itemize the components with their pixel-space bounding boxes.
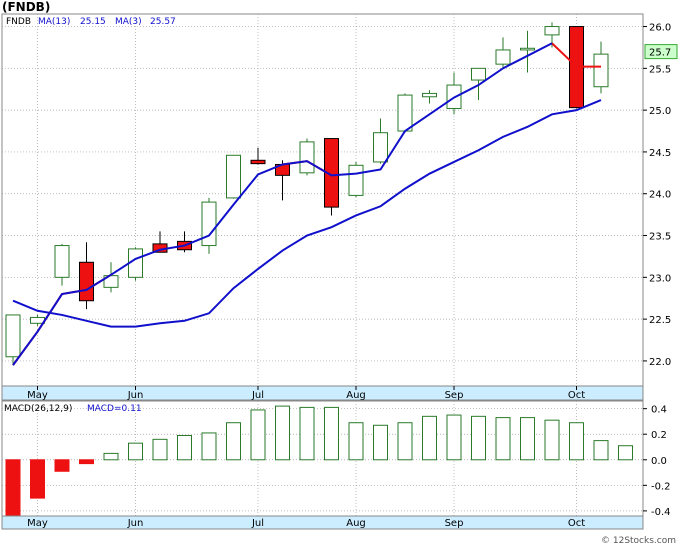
macd-bar [471,415,486,461]
price-plot-area [1,13,644,387]
candle-body [422,92,437,98]
price-legend-item: 25.15 [80,17,106,27]
macd-month-label: Jun [127,518,144,529]
candle-body [471,67,486,81]
macd-tick-label: 0.4 [651,405,667,416]
last-price-tag: 25.7 [644,44,678,60]
macd-bar [5,459,21,522]
price-tick-label: 22.5 [649,315,671,326]
macd-bar [348,422,364,461]
candle-body [593,53,609,88]
macd-bar [299,406,315,461]
macd-panel: 0.4 0.2 0.0 -0.2 -0.4 May Jun Jul Aug Sep Oct [1,400,671,530]
month-label: Jun [127,390,144,401]
price-tick-label: 24.0 [649,190,671,201]
macd-bar [520,417,535,461]
candle-body [250,159,266,165]
macd-bar [79,459,94,465]
last-price-label: 25.7 [649,48,671,59]
price-tick-label: 25.5 [649,64,671,75]
macd-bar [544,419,560,461]
price-tick-label: 23.0 [649,273,671,284]
macd-bar [324,406,339,461]
footer-credit: © 12Stocks.com [601,536,676,546]
price-legend-item: MA(13) [38,17,70,27]
price-tick-label: 22.0 [649,357,671,368]
macd-tick-label: 0.0 [651,456,667,467]
price-legend-item: 25.57 [150,17,176,27]
last-price-box [644,44,678,60]
candle-body [226,154,241,199]
month-label: Jul [251,390,264,401]
candle-body [324,138,339,208]
candle-body [373,132,388,163]
month-label: Sep [445,390,464,401]
macd-bar [30,459,45,499]
macd-bar [422,415,437,461]
macd-bar [275,405,290,461]
macd-bar [618,445,633,461]
macd-bar [128,442,143,461]
macd-month-label: Oct [568,518,585,529]
macd-bar [226,422,241,461]
macd-bar [446,414,462,461]
candle-body [299,141,315,174]
candle-body [348,164,364,196]
macd-bar [373,424,388,461]
macd-bar [593,440,609,461]
macd-bar [569,422,584,461]
price-tick-label: 23.5 [649,232,671,243]
candle-body [397,94,413,132]
macd-legend-label: MACD(26,12,9) [4,404,72,414]
macd-bar [152,438,168,461]
price-panel: 22.0 22.5 23.0 23.5 24.0 24.5 25.0 25.5 26.0 May J… [1,13,678,401]
ma3-blue-line [12,42,553,366]
price-tick-label: 26.0 [649,23,671,34]
month-label: May [27,390,48,401]
candle-body [5,314,21,358]
macd-month-label: Aug [346,518,366,529]
candle-body [495,49,511,65]
macd-tick-label: 0.2 [651,430,667,441]
price-month-band [1,385,644,401]
macd-bar [397,422,413,461]
macd-month-label: May [27,518,48,529]
macd-bar [103,452,119,461]
ma3-line [551,42,601,68]
chart-title: (FNDB) [2,0,51,14]
macd-bar [201,432,217,461]
price-tick-label: 25.0 [649,106,671,117]
month-label: Aug [346,390,366,401]
macd-bar [54,459,70,472]
legend: FNDB MA(13) 25.15 MA(3) 25.57 MACD(26,12,9) MA… [4,17,176,414]
candle-body [544,26,560,36]
candle-body [79,261,94,302]
macd-bar [495,417,511,461]
ma13-line [12,99,602,328]
macd-tick-label: -0.2 [651,481,671,492]
candle-body [201,201,217,247]
candle-body [54,245,70,278]
macd-legend-value: MACD=0.11 [87,404,142,414]
macd-month-band [1,515,644,530]
macd-bar [250,409,266,461]
macd-month-label: Jul [251,518,264,529]
price-legend-item: FNDB [6,17,31,27]
month-label: Oct [568,390,585,401]
macd-tick-label: -0.4 [651,507,671,518]
price-legend-item: MA(3) [115,17,142,27]
price-tick-label: 24.5 [649,148,671,159]
macd-bar [177,435,192,461]
candle-body [520,47,535,51]
macd-month-label: Sep [445,518,464,529]
